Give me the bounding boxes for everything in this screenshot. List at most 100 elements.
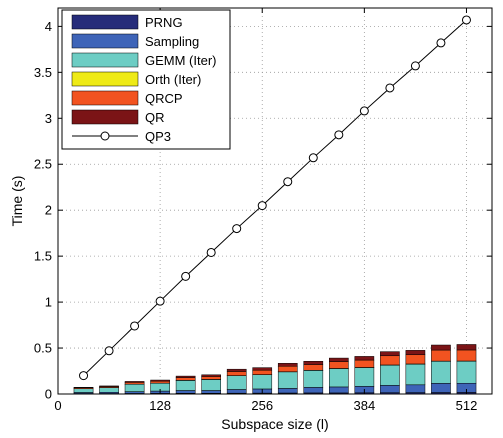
bar-segment — [252, 367, 273, 371]
bar-segment — [175, 377, 196, 381]
bar-segment — [99, 385, 119, 387]
legend-swatch — [71, 109, 139, 125]
bar-segment — [431, 383, 451, 393]
bar-segment — [329, 386, 349, 394]
bar-segment — [124, 381, 145, 383]
y-tick-label: 2 — [45, 203, 52, 218]
qp3-point — [181, 271, 191, 281]
bar-segment — [431, 361, 451, 384]
y-tick-label: 1 — [45, 295, 52, 310]
qp3-point — [359, 106, 369, 116]
legend-swatch — [71, 52, 139, 68]
qp3-line-series — [79, 15, 471, 381]
qp3-line — [83, 19, 467, 376]
bar-stacks — [73, 344, 477, 395]
legend-marker — [100, 131, 110, 141]
x-tick-label: 128 — [149, 398, 171, 413]
qp3-point — [79, 371, 89, 381]
bar-segment — [405, 384, 426, 393]
bar-segment — [226, 375, 247, 390]
qp3-point — [308, 153, 318, 163]
bar-segment — [405, 363, 426, 386]
bar-segment — [124, 382, 145, 385]
bar-segment — [329, 357, 349, 362]
legend-swatch — [71, 71, 139, 87]
bar-segment — [150, 379, 170, 382]
bar-segment — [252, 369, 273, 375]
bar-segment — [201, 379, 221, 391]
bar-segment — [303, 370, 324, 388]
qp3-point — [232, 224, 242, 234]
bar-segment — [329, 361, 349, 369]
legend-label: QRCP — [145, 91, 183, 106]
legend-swatch — [71, 33, 139, 49]
bar-segment — [226, 389, 247, 394]
bar-segment — [277, 371, 298, 389]
legend-swatch — [71, 90, 139, 106]
legend: PRNG Sampling GEMM (Iter) Orth (Iter) QRCP QR… — [61, 9, 231, 150]
bar-segment — [201, 376, 221, 380]
x-tick-label: 384 — [354, 398, 376, 413]
qp3-point — [410, 61, 420, 71]
y-tick-label: 4 — [45, 19, 52, 34]
y-tick-label: 2.5 — [34, 157, 52, 172]
x-tick-label: 0 — [54, 398, 61, 413]
qp3-point — [385, 83, 395, 93]
y-tick-label: 3.5 — [34, 65, 52, 80]
bar-segment — [456, 360, 477, 384]
y-tick-label: 3 — [45, 111, 52, 126]
bar-segment — [380, 364, 400, 386]
bar-segment — [201, 390, 221, 394]
legend-label: GEMM (Iter) — [145, 53, 217, 68]
bar-segment — [277, 365, 298, 373]
x-tick-label: 512 — [456, 398, 478, 413]
bar-segment — [303, 364, 324, 371]
bar-segment — [431, 344, 451, 351]
bar-segment — [252, 374, 273, 390]
bar-segment — [175, 375, 196, 378]
bar-segment — [380, 351, 400, 357]
bar-segment — [175, 380, 196, 391]
bar-segment — [277, 388, 298, 394]
qp3-point — [334, 130, 344, 140]
bar-segment — [354, 359, 375, 368]
bar-segment — [329, 368, 349, 388]
bar-segment — [380, 355, 400, 366]
legend-label: Orth (Iter) — [145, 72, 201, 87]
legend-label: Sampling — [145, 34, 199, 49]
bar-segment — [124, 384, 145, 392]
y-tick-label: 1.5 — [34, 249, 52, 264]
qp3-point — [104, 346, 114, 356]
bar-segment — [124, 391, 145, 394]
bar-segment — [201, 374, 221, 377]
qp3-point — [206, 247, 216, 257]
bar-segment — [303, 361, 324, 365]
y-tick-label: 0.5 — [34, 341, 52, 356]
bar-segment — [380, 385, 400, 393]
bar-segment — [456, 344, 477, 351]
bar-segment — [456, 349, 477, 362]
qp3-point — [283, 177, 293, 187]
bar-segment — [226, 371, 247, 376]
bar-segment — [354, 367, 375, 387]
qp3-point — [130, 321, 140, 331]
x-axis-label: Subspace size (l) — [221, 416, 328, 432]
qp3-point — [461, 15, 471, 25]
y-tick-label: 0 — [45, 387, 52, 402]
qp3-point — [257, 201, 267, 211]
x-tick-label: 256 — [251, 398, 273, 413]
bar-segment — [354, 356, 375, 361]
bar-segment — [226, 368, 247, 372]
bar-segment — [431, 349, 451, 362]
bar-segment — [405, 350, 426, 356]
legend-label: PRNG — [145, 15, 183, 30]
qp3-point — [155, 296, 165, 306]
legend-swatch — [71, 14, 139, 30]
bar-segment — [73, 388, 94, 393]
bar-segment — [277, 363, 298, 367]
y-axis-label: Time (s) — [9, 176, 25, 227]
legend-label: QP3 — [145, 129, 171, 144]
bar-segment — [303, 387, 324, 394]
bar-segment — [405, 354, 426, 365]
